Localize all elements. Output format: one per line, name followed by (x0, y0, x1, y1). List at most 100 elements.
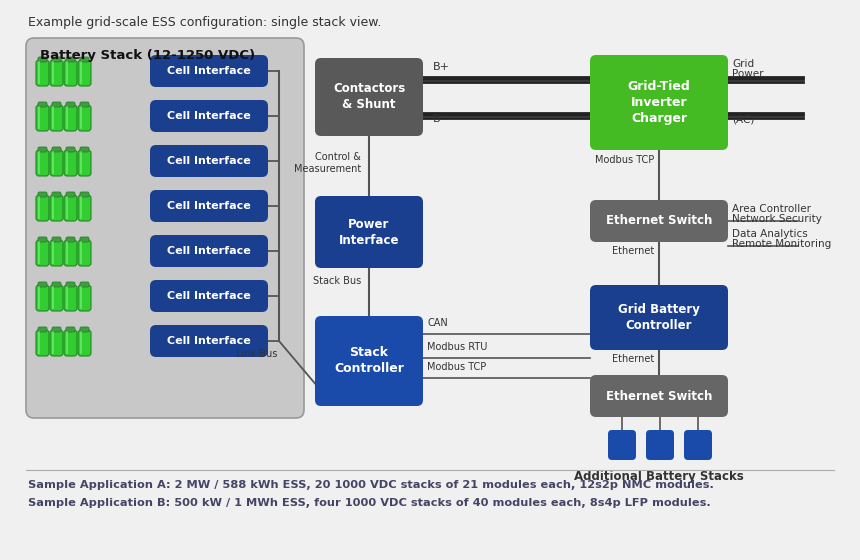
FancyBboxPatch shape (78, 105, 91, 131)
FancyBboxPatch shape (78, 60, 91, 86)
Text: Ethernet: Ethernet (611, 246, 654, 256)
FancyBboxPatch shape (38, 282, 47, 287)
Text: Battery Stack (12-1250 VDC): Battery Stack (12-1250 VDC) (40, 49, 255, 63)
Text: Cell Interface: Cell Interface (167, 66, 251, 76)
FancyBboxPatch shape (52, 237, 61, 242)
FancyBboxPatch shape (64, 150, 77, 176)
FancyBboxPatch shape (50, 195, 63, 221)
Text: Power: Power (732, 69, 764, 79)
FancyBboxPatch shape (50, 240, 63, 266)
FancyBboxPatch shape (36, 150, 49, 176)
Text: Grid-Tied
Inverter
Charger: Grid-Tied Inverter Charger (628, 80, 691, 125)
FancyBboxPatch shape (50, 105, 63, 131)
FancyBboxPatch shape (80, 192, 89, 197)
FancyBboxPatch shape (36, 60, 49, 86)
FancyBboxPatch shape (66, 192, 75, 197)
Text: Stack Bus: Stack Bus (313, 276, 361, 286)
FancyBboxPatch shape (50, 60, 63, 86)
Text: Additional Battery Stacks: Additional Battery Stacks (574, 470, 744, 483)
FancyBboxPatch shape (64, 285, 77, 311)
Text: Contactors
& Shunt: Contactors & Shunt (333, 82, 405, 111)
FancyBboxPatch shape (52, 102, 61, 107)
FancyBboxPatch shape (646, 430, 674, 460)
FancyBboxPatch shape (64, 240, 77, 266)
FancyBboxPatch shape (590, 200, 728, 242)
Text: Power
Interface: Power Interface (339, 217, 399, 246)
FancyBboxPatch shape (78, 330, 91, 356)
FancyBboxPatch shape (50, 150, 63, 176)
FancyBboxPatch shape (52, 147, 61, 152)
Text: Link Bus: Link Bus (236, 349, 277, 359)
FancyBboxPatch shape (66, 147, 75, 152)
FancyBboxPatch shape (36, 195, 49, 221)
Text: Cell Interface: Cell Interface (167, 201, 251, 211)
FancyBboxPatch shape (315, 196, 423, 268)
FancyBboxPatch shape (36, 105, 49, 131)
Text: Cell Interface: Cell Interface (167, 111, 251, 121)
FancyBboxPatch shape (64, 60, 77, 86)
FancyBboxPatch shape (66, 237, 75, 242)
Text: Ethernet Switch: Ethernet Switch (605, 214, 712, 227)
FancyBboxPatch shape (80, 147, 89, 152)
FancyBboxPatch shape (78, 240, 91, 266)
FancyBboxPatch shape (150, 325, 268, 357)
FancyBboxPatch shape (52, 327, 61, 332)
FancyBboxPatch shape (150, 190, 268, 222)
FancyBboxPatch shape (78, 195, 91, 221)
FancyBboxPatch shape (684, 430, 712, 460)
FancyBboxPatch shape (78, 150, 91, 176)
FancyBboxPatch shape (150, 100, 268, 132)
Text: Control &
Measurement: Control & Measurement (294, 152, 361, 174)
Text: Network Security: Network Security (732, 214, 822, 224)
Text: Grid: Grid (732, 59, 754, 69)
FancyBboxPatch shape (38, 192, 47, 197)
FancyBboxPatch shape (315, 316, 423, 406)
FancyBboxPatch shape (64, 195, 77, 221)
Text: Cell Interface: Cell Interface (167, 156, 251, 166)
FancyBboxPatch shape (150, 280, 268, 312)
FancyBboxPatch shape (26, 38, 304, 418)
Text: Area Controller: Area Controller (732, 204, 811, 214)
Text: Sample Application A: 2 MW / 588 kWh ESS, 20 1000 VDC stacks of 21 modules each,: Sample Application A: 2 MW / 588 kWh ESS… (28, 480, 714, 490)
FancyBboxPatch shape (38, 237, 47, 242)
Text: B-: B- (433, 114, 445, 124)
Text: Cell Interface: Cell Interface (167, 336, 251, 346)
Text: Grid Battery
Controller: Grid Battery Controller (618, 303, 700, 332)
Text: Data Analytics: Data Analytics (732, 229, 808, 239)
FancyBboxPatch shape (590, 285, 728, 350)
Text: B+: B+ (433, 62, 450, 72)
Text: Remote Monitoring: Remote Monitoring (732, 239, 832, 249)
FancyBboxPatch shape (80, 237, 89, 242)
FancyBboxPatch shape (38, 57, 47, 62)
FancyBboxPatch shape (66, 102, 75, 107)
FancyBboxPatch shape (66, 327, 75, 332)
Text: Example grid-scale ESS configuration: single stack view.: Example grid-scale ESS configuration: si… (28, 16, 381, 29)
Text: Modbus RTU: Modbus RTU (427, 342, 488, 352)
Text: Modbus TCP: Modbus TCP (427, 362, 486, 372)
FancyBboxPatch shape (38, 147, 47, 152)
FancyBboxPatch shape (50, 330, 63, 356)
FancyBboxPatch shape (150, 235, 268, 267)
FancyBboxPatch shape (80, 102, 89, 107)
FancyBboxPatch shape (52, 192, 61, 197)
FancyBboxPatch shape (36, 285, 49, 311)
Text: Ethernet Switch: Ethernet Switch (605, 390, 712, 403)
FancyBboxPatch shape (64, 330, 77, 356)
FancyBboxPatch shape (66, 57, 75, 62)
FancyBboxPatch shape (52, 57, 61, 62)
Text: Sample Application B: 500 kW / 1 MWh ESS, four 1000 VDC stacks of 40 modules eac: Sample Application B: 500 kW / 1 MWh ESS… (28, 498, 710, 508)
FancyBboxPatch shape (315, 58, 423, 136)
FancyBboxPatch shape (38, 102, 47, 107)
FancyBboxPatch shape (590, 375, 728, 417)
FancyBboxPatch shape (66, 282, 75, 287)
FancyBboxPatch shape (590, 55, 728, 150)
FancyBboxPatch shape (150, 145, 268, 177)
FancyBboxPatch shape (608, 430, 636, 460)
Text: Modbus TCP: Modbus TCP (595, 155, 654, 165)
Text: Cell Interface: Cell Interface (167, 246, 251, 256)
FancyBboxPatch shape (64, 105, 77, 131)
FancyBboxPatch shape (78, 285, 91, 311)
FancyBboxPatch shape (36, 240, 49, 266)
FancyBboxPatch shape (80, 282, 89, 287)
FancyBboxPatch shape (50, 285, 63, 311)
